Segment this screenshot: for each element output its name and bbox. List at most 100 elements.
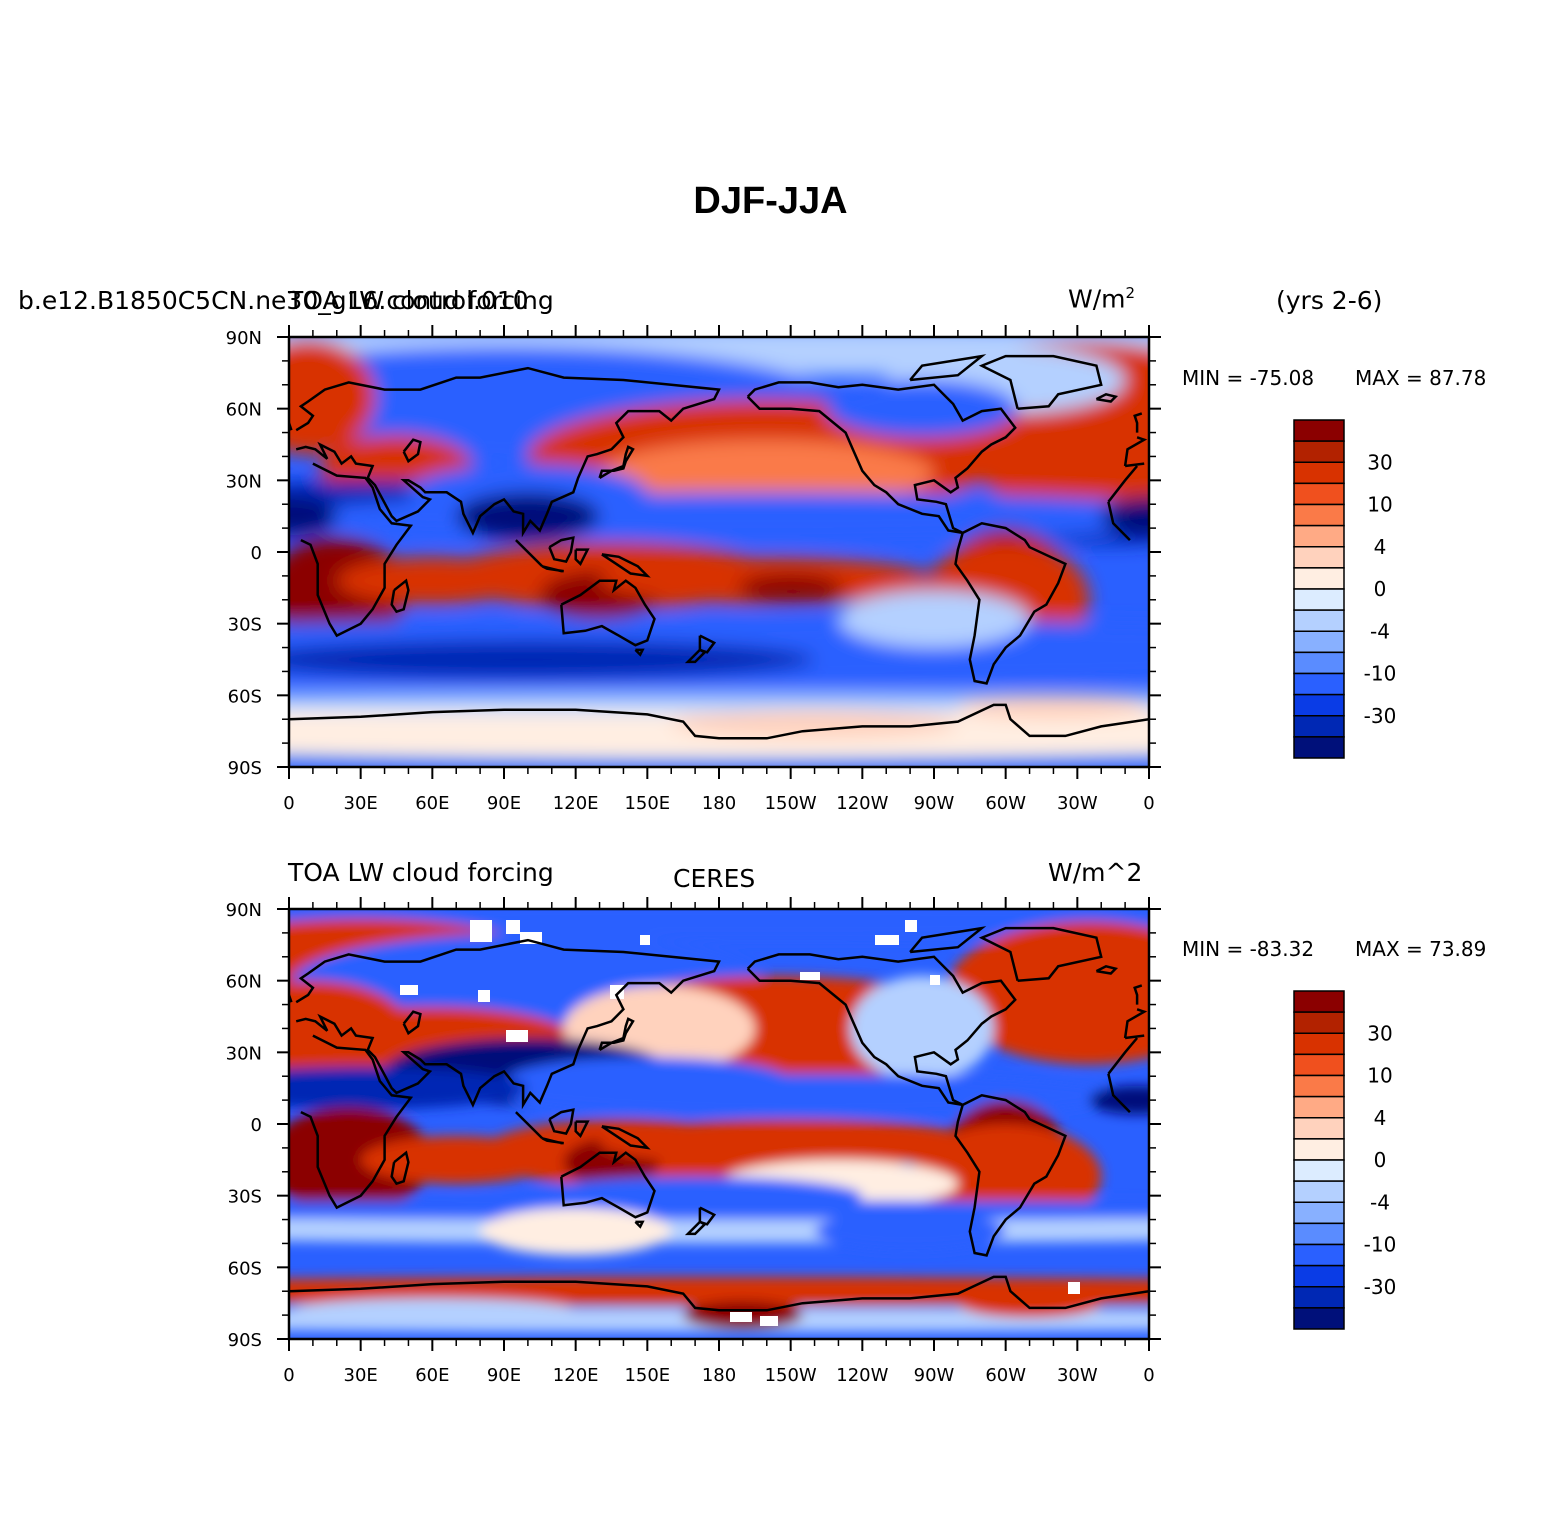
coastline	[698, 634, 717, 654]
panel2-field	[289, 909, 1149, 1332]
coastline	[684, 648, 707, 664]
panel2-colorbar: 30 10 4 0 -4 -10 -30	[1293, 990, 1397, 1330]
colorbar-label: -30	[1364, 704, 1397, 728]
lon-tick-label: 0	[1143, 793, 1154, 814]
missing-data-cell	[400, 985, 418, 995]
lat-tick-label: 90S	[228, 758, 262, 779]
colorbar-swatch	[1293, 1159, 1345, 1182]
colorbar-label: 0	[1374, 577, 1387, 601]
lon-tick-label: 60W	[985, 1365, 1026, 1386]
colorbar-swatch	[1293, 1264, 1345, 1288]
lon-tick-label: 90E	[487, 1365, 521, 1386]
coastline	[1124, 462, 1145, 468]
lon-tick-label: 60E	[415, 793, 449, 814]
coastline	[289, 703, 1149, 740]
panel2-variable-label: TOA LW cloud forcing	[288, 858, 554, 887]
field-blob	[289, 339, 375, 455]
panel2-max-label: MAX = 73.89	[1355, 937, 1487, 961]
coastline	[390, 1150, 410, 1186]
lon-tick-label: 30E	[344, 793, 378, 814]
coastline	[295, 366, 721, 538]
field-blob	[1101, 497, 1149, 536]
field-blob	[957, 695, 1149, 720]
colorbar-swatch	[1293, 1138, 1345, 1161]
coastline	[698, 1206, 717, 1226]
coastline	[954, 1093, 1067, 1257]
colorbar-swatch	[1293, 990, 1345, 1013]
missing-data-cell	[506, 920, 520, 934]
lat-tick-label: 30S	[228, 615, 262, 636]
colorbar-label: 10	[1367, 493, 1392, 517]
lon-tick-label: 150W	[765, 793, 817, 814]
coastline	[1107, 1073, 1131, 1113]
panel1-years-label: (yrs 2-6)	[1276, 286, 1383, 315]
field-blob	[1089, 1085, 1149, 1115]
coastline	[402, 1010, 422, 1036]
missing-data-cell	[506, 1030, 528, 1042]
field-blob	[480, 1207, 672, 1256]
missing-data-cell	[1068, 1282, 1080, 1294]
field-blob	[814, 1212, 1006, 1251]
coastline	[1133, 984, 1143, 1005]
field-blob	[738, 573, 844, 603]
missing-data-cell	[478, 990, 490, 1002]
lon-tick-label: 180	[702, 793, 736, 814]
field-blob	[456, 492, 600, 541]
lon-tick-label: 120W	[836, 1365, 888, 1386]
colorbar-swatch	[1293, 567, 1345, 590]
lon-tick-label: 150W	[765, 1365, 817, 1386]
colorbar-swatch	[1293, 546, 1345, 569]
coastline	[909, 926, 987, 954]
lat-tick-label: 90N	[226, 328, 262, 349]
colorbar-swatch	[1293, 1307, 1345, 1330]
coastline	[1123, 436, 1148, 467]
missing-data-cell	[905, 920, 917, 932]
coastline	[598, 445, 635, 479]
colorbar-swatch	[1293, 1095, 1345, 1119]
colorbar-label: 30	[1367, 1021, 1392, 1045]
panel1-variable-label: TOA LW cloud forcing	[288, 286, 554, 315]
panel1-units-sup: 2	[1125, 284, 1136, 302]
panel1-min-label: MIN = -75.08	[1182, 366, 1315, 390]
lon-tick-label: 30W	[1057, 793, 1098, 814]
colorbar-swatch	[1293, 461, 1345, 485]
colorbar-label: -4	[1370, 1190, 1390, 1214]
field-blob	[671, 709, 958, 739]
colorbar-label: 4	[1374, 535, 1387, 559]
colorbar-swatch	[1293, 1074, 1345, 1098]
coastline	[560, 579, 656, 647]
lon-tick-label: 150E	[624, 1365, 670, 1386]
lon-tick-label: 150E	[624, 793, 670, 814]
field-blob	[599, 439, 934, 507]
coastline	[560, 1151, 656, 1219]
coastline	[295, 938, 721, 1110]
missing-data-cell	[730, 1312, 752, 1322]
colorbar-swatch	[1293, 693, 1345, 717]
coastline	[300, 1034, 414, 1210]
coastline	[909, 354, 987, 382]
coastline	[978, 926, 1103, 982]
coastline	[634, 648, 645, 657]
colorbar-label: -10	[1364, 1233, 1397, 1257]
panel2-frame: 90N 60N 30N 0 30S 60S 90S 0 30E 60E 90E 120E 150E 180…	[226, 897, 1161, 1386]
missing-data-cell	[875, 935, 899, 945]
colorbar-swatch	[1293, 1201, 1345, 1225]
colorbar-swatch	[1293, 1222, 1345, 1246]
colorbar-label: -30	[1364, 1275, 1397, 1299]
figure-title: DJF-JJA	[693, 180, 848, 222]
panel1-coastlines	[289, 354, 1149, 740]
lon-tick-label: 90W	[914, 1365, 955, 1386]
coastline	[289, 1275, 1149, 1312]
field-blob	[826, 380, 1018, 438]
coastline	[300, 462, 414, 638]
colorbar-swatch	[1293, 715, 1345, 738]
colorbar-swatch	[1293, 672, 1345, 696]
colorbar-swatch	[1293, 503, 1345, 527]
field-blob	[289, 497, 337, 536]
lat-tick-label: 30S	[228, 1187, 262, 1208]
field-blob	[289, 1066, 528, 1110]
lat-tick-label: 60N	[226, 972, 262, 993]
panel2-map	[289, 909, 1149, 1339]
lon-tick-label: 30W	[1057, 1365, 1098, 1386]
panel1-frame: 90N 60N 30N 0 30S 60S 90S 0 30E 60E 90E 120E 150E 180…	[226, 325, 1161, 814]
